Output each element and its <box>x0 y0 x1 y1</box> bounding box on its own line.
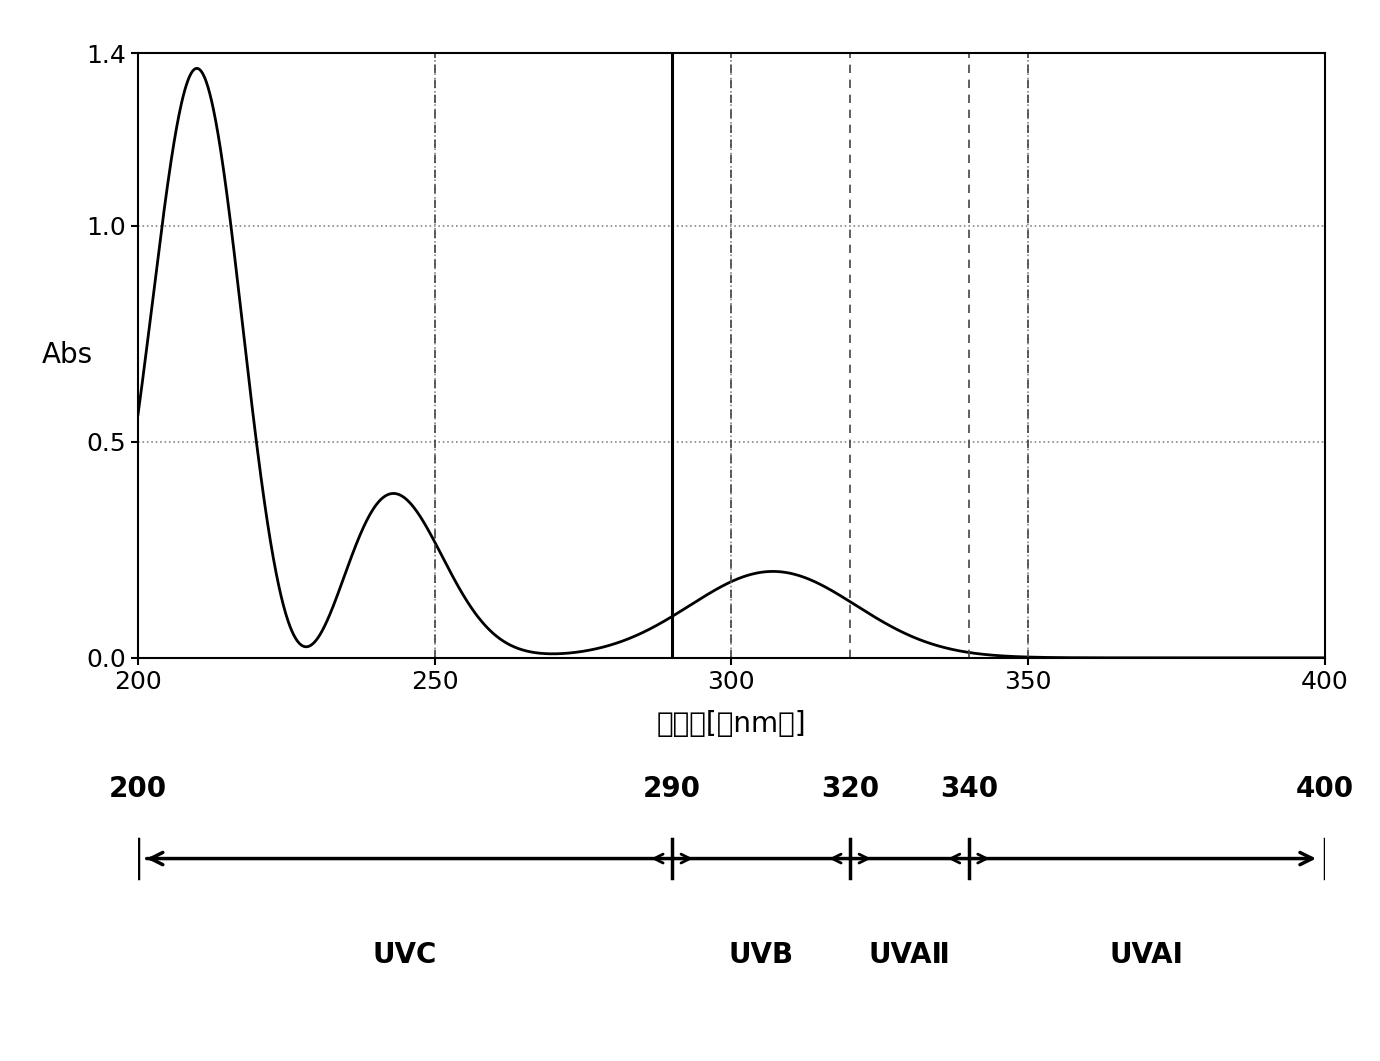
Text: UVAⅠ: UVAⅠ <box>1110 941 1184 969</box>
Text: UVB: UVB <box>729 941 793 969</box>
Text: 320: 320 <box>821 776 879 803</box>
Y-axis label: Abs: Abs <box>41 342 92 369</box>
Text: 200: 200 <box>109 776 167 803</box>
Text: UVAⅡ: UVAⅡ <box>868 941 951 969</box>
X-axis label: 波長　[　nm　]: 波長 [ nm ] <box>657 710 806 738</box>
Text: 290: 290 <box>643 776 701 803</box>
Text: 340: 340 <box>940 776 998 803</box>
Text: UVC: UVC <box>373 941 437 969</box>
Text: 400: 400 <box>1296 776 1354 803</box>
